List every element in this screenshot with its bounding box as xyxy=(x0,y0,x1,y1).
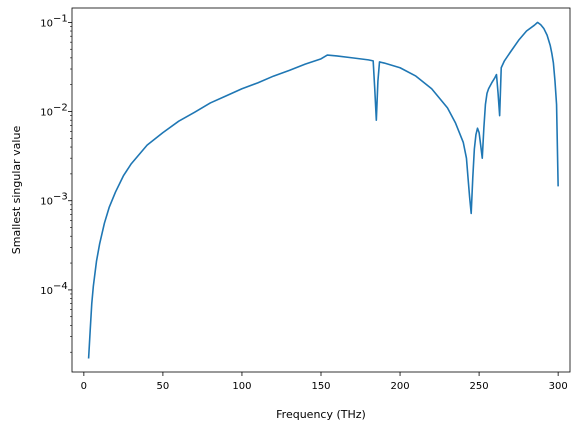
y-tick-exponent: −2 xyxy=(53,103,68,114)
y-tick-exponent: −3 xyxy=(53,192,68,203)
y-tick-base: 10 xyxy=(40,286,53,297)
x-tick-label: 300 xyxy=(549,381,568,392)
y-tick-label: 10 −2 xyxy=(40,103,67,119)
x-axis: 0 50 100 150 200 250 300 xyxy=(81,372,568,392)
x-tick-label: 150 xyxy=(311,381,330,392)
y-tick-exponent: −1 xyxy=(53,13,68,24)
x-tick-label: 0 xyxy=(81,381,87,392)
y-tick-exponent: −4 xyxy=(53,281,68,292)
y-tick-base: 10 xyxy=(40,18,53,29)
plot-content xyxy=(87,21,559,359)
x-axis-label: Frequency (THz) xyxy=(276,408,366,421)
y-tick-label: 10 −1 xyxy=(40,13,67,29)
x-tick-label: 200 xyxy=(391,381,410,392)
y-tick-label: 10 −3 xyxy=(40,192,67,208)
y-axis-label: Smallest singular value xyxy=(10,126,23,255)
x-tick-label: 50 xyxy=(157,381,170,392)
series-line xyxy=(87,21,559,359)
x-tick-label: 100 xyxy=(232,381,251,392)
x-tick-label: 250 xyxy=(470,381,489,392)
y-tick-label: 10 −4 xyxy=(40,281,67,297)
y-tick-base: 10 xyxy=(40,108,53,119)
y-axis: 10−410−310−210−1 xyxy=(40,13,72,353)
y-tick-base: 10 xyxy=(40,197,53,208)
